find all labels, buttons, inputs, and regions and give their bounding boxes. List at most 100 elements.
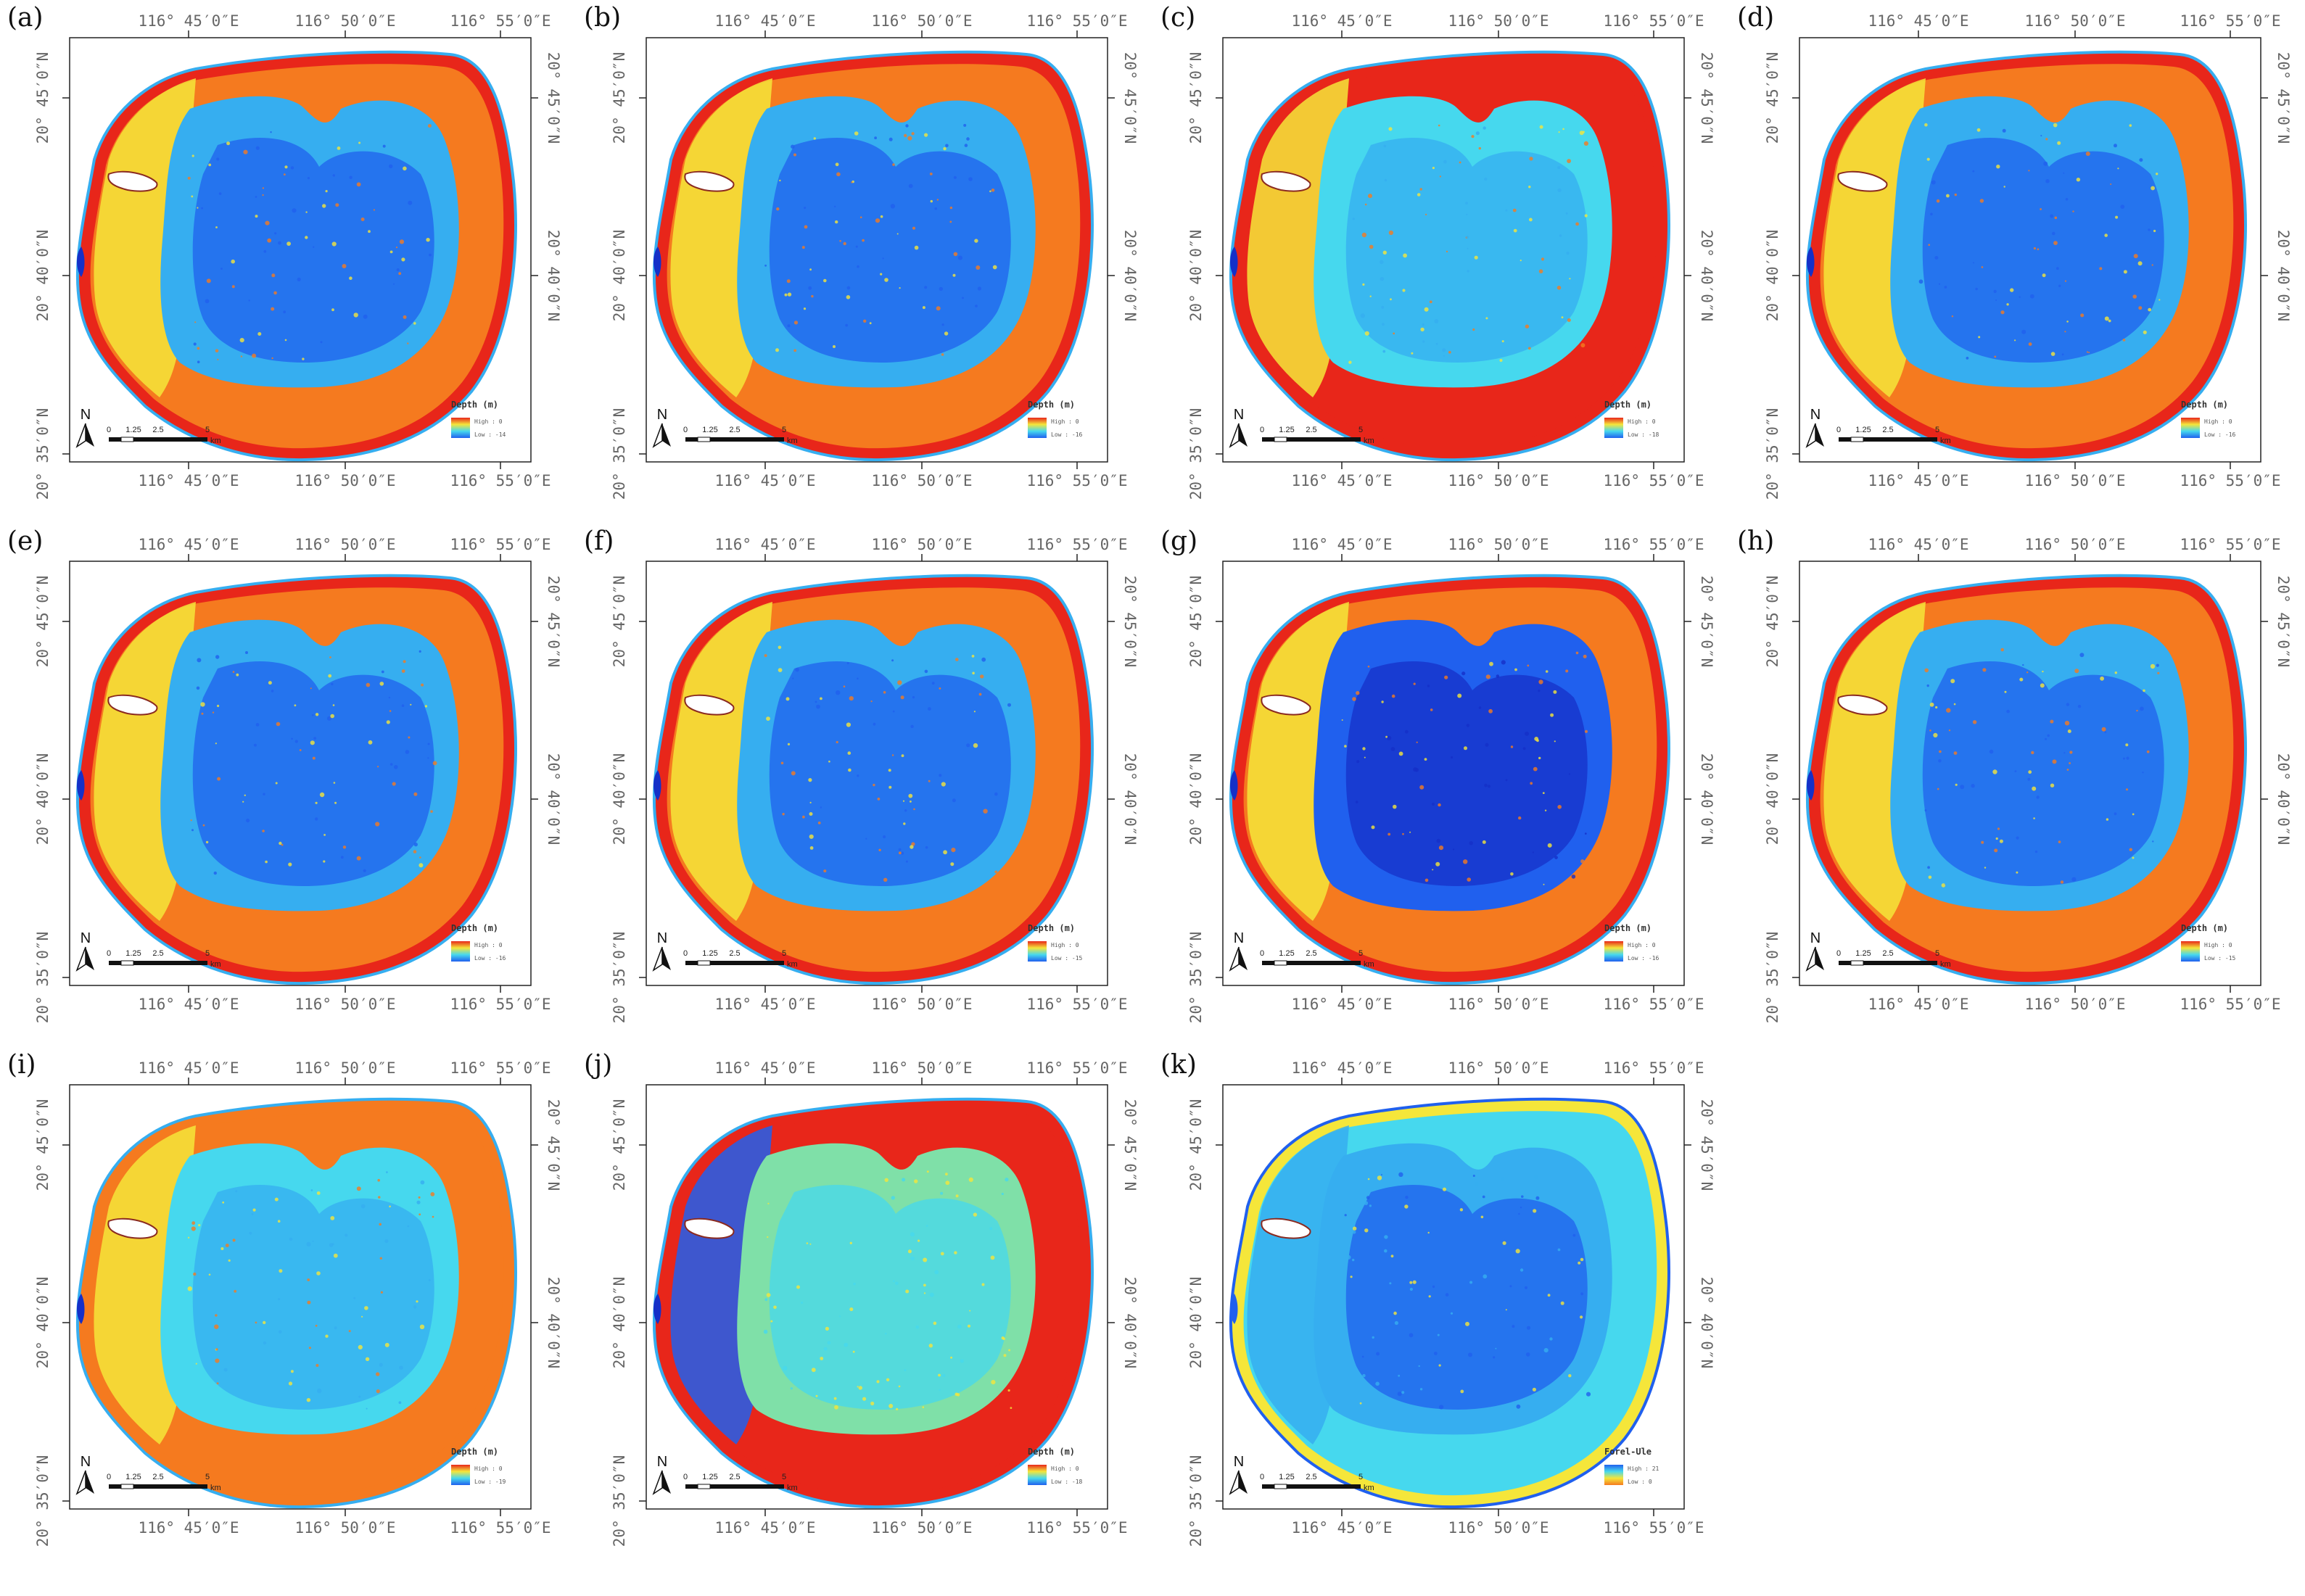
patch-reef: [833, 345, 836, 348]
patch-reef: [847, 751, 852, 755]
patch-reef: [939, 1389, 941, 1391]
patch-reef: [337, 146, 341, 150]
patch-reef: [376, 1372, 380, 1376]
patch-reef: [875, 218, 881, 223]
patch-reef: [399, 1365, 403, 1370]
lat-label-right-2: 20° 40′0″N: [1698, 230, 1715, 321]
patch-reef: [319, 792, 325, 798]
lon-label-bottom-3: 116° 55′0″E: [1603, 1519, 1704, 1537]
scale-bar: 0 1.25 2.5 5 km: [683, 949, 798, 969]
patch-reef: [231, 259, 236, 264]
north-arrow-right-half: [86, 423, 94, 447]
scale-unit: km: [1364, 437, 1374, 445]
atoll-west-tip: [77, 1294, 85, 1324]
patch-reef: [1578, 1261, 1581, 1265]
patch-reef: [294, 704, 297, 707]
atoll-outer-edge: [1229, 50, 1670, 462]
legend-title: Depth (m): [451, 1447, 498, 1457]
patch-reef: [187, 1236, 190, 1239]
patch-reef: [1930, 212, 1933, 216]
patch-reef: [1367, 1178, 1370, 1181]
scale-tick-3: 5: [1358, 426, 1363, 434]
patch-reef: [1394, 1320, 1398, 1326]
patch-reef: [279, 1269, 283, 1273]
patch-reef: [888, 785, 892, 789]
patch-reef: [2151, 264, 2153, 266]
patch-reef: [1938, 759, 1942, 763]
patch-reef: [945, 144, 949, 148]
patch-reef: [326, 716, 332, 721]
scale-seg-4: [735, 437, 784, 442]
patch-reef: [1505, 209, 1508, 212]
patch-reef: [427, 124, 432, 128]
atoll-outer-edge: [1229, 1097, 1670, 1509]
patch-reef: [823, 1347, 828, 1351]
panel-label: (j): [584, 1050, 613, 1080]
patch-reef: [1404, 1204, 1409, 1209]
patch-reef: [809, 801, 812, 803]
patch-reef: [322, 204, 326, 208]
map-panel-h: 116° 45′0″E 116° 50′0″E 116° 55′0″E 116°…: [1730, 524, 2296, 1046]
patch-reef: [901, 754, 904, 758]
patch-reef: [313, 737, 317, 740]
lon-label-top-2: 116° 50′0″E: [294, 1059, 395, 1077]
patch-reef: [1418, 1365, 1420, 1368]
scale-seg-4: [1311, 961, 1361, 965]
patch-reef: [1553, 690, 1557, 694]
patch-reef: [1387, 735, 1392, 740]
patch-reef: [1999, 839, 2003, 843]
patch-reef: [197, 347, 200, 350]
patch-reef: [248, 299, 250, 302]
patch-reef: [197, 207, 199, 209]
patch-reef: [299, 749, 302, 751]
patch-reef: [1388, 230, 1393, 236]
patch-reef: [1931, 180, 1936, 185]
patch-reef: [1501, 340, 1504, 343]
patch-reef: [933, 1321, 937, 1326]
lat-label-left-2: 20° 40′0″N: [1764, 753, 1781, 845]
patch-reef: [1425, 213, 1427, 215]
patch-reef: [394, 765, 398, 769]
patch-reef: [911, 842, 915, 846]
legend: Depth (m) High : 0 Low : -14: [451, 400, 506, 438]
patch-reef: [2006, 303, 2009, 306]
patch-reef: [252, 353, 257, 358]
patch-reef: [332, 704, 335, 706]
patch-reef: [1403, 253, 1407, 258]
patch-reef: [215, 349, 219, 353]
scale-bar: 0 1.25 2.5 5 km: [1260, 426, 1374, 445]
patch-reef: [1495, 1347, 1497, 1349]
patch-reef: [991, 189, 995, 192]
lat-label-right-1: 20° 45′0″N: [2275, 52, 2292, 144]
patch-reef: [310, 1189, 313, 1191]
patch-reef: [413, 322, 416, 325]
patch-reef: [1472, 328, 1475, 331]
patch-reef: [292, 208, 297, 213]
atoll-west-tip: [77, 247, 85, 277]
patch-reef: [279, 1330, 282, 1334]
map-svg: 116° 45′0″E 116° 50′0″E 116° 55′0″E 116°…: [34, 12, 562, 500]
patch-reef: [253, 743, 257, 747]
patch-reef: [893, 1280, 895, 1282]
patch-reef: [1457, 693, 1462, 698]
patch-reef: [1461, 671, 1466, 676]
north-arrow-label: N: [1810, 407, 1821, 423]
atoll-map: [1229, 1097, 1670, 1509]
patch-reef: [1972, 720, 1977, 724]
patch-reef: [994, 792, 998, 796]
patch-reef: [1513, 228, 1517, 233]
patch-reef: [331, 1243, 334, 1246]
patch-reef: [886, 1378, 890, 1381]
patch-reef: [1936, 199, 1940, 203]
patch-reef: [834, 205, 836, 207]
patch-reef: [904, 809, 907, 812]
patch-reef: [1520, 1207, 1522, 1209]
patch-reef: [331, 308, 334, 312]
atoll-outer-edge: [1805, 574, 2247, 985]
patch-reef: [428, 1279, 431, 1281]
legend-high-label: High : 0: [474, 942, 503, 948]
patch-reef: [2052, 231, 2055, 236]
patch-reef: [398, 272, 402, 276]
patch-reef: [955, 1194, 959, 1198]
north-arrow-right-half: [1239, 1471, 1248, 1494]
